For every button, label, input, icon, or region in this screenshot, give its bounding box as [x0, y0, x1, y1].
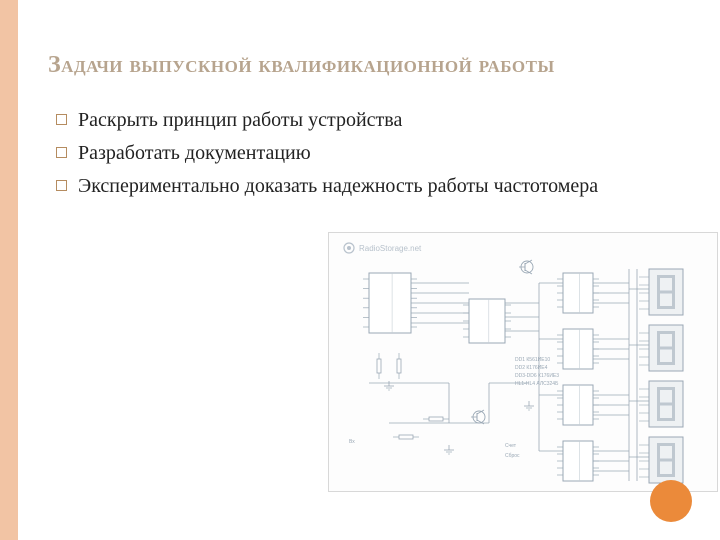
- svg-text:DD3-DD6 К176ИЕ3: DD3-DD6 К176ИЕ3: [515, 373, 559, 379]
- svg-text:HL1-HL4 АЛС324Б: HL1-HL4 АЛС324Б: [515, 381, 559, 387]
- slide-body: Задачи выпускной квалификационной работы…: [18, 0, 720, 540]
- svg-text:RadioStorage.net: RadioStorage.net: [359, 244, 422, 253]
- list-item: Экспериментально доказать надежность раб…: [56, 173, 680, 200]
- list-item: Разработать документацию: [56, 140, 680, 167]
- svg-text:Счет: Счет: [505, 443, 517, 449]
- svg-text:DD2 К176ИЕ4: DD2 К176ИЕ4: [515, 365, 548, 371]
- svg-text:Вх: Вх: [349, 439, 355, 445]
- bullet-list: Раскрыть принцип работы устройства Разра…: [48, 107, 680, 200]
- accent-circle: [650, 480, 692, 522]
- left-accent-bar: [0, 0, 18, 540]
- svg-text:DD1 К561ИЕ10: DD1 К561ИЕ10: [515, 357, 550, 363]
- svg-text:Сброс: Сброс: [505, 453, 520, 459]
- list-item: Раскрыть принцип работы устройства: [56, 107, 680, 134]
- circuit-diagram: RadioStorage.net DD1 К561ИЕ10 DD2 К176ИЕ4 D…: [328, 232, 718, 492]
- slide-title: Задачи выпускной квалификационной работы: [48, 52, 680, 79]
- circuit-svg: RadioStorage.net DD1 К561ИЕ10 DD2 К176ИЕ4 D…: [329, 233, 719, 493]
